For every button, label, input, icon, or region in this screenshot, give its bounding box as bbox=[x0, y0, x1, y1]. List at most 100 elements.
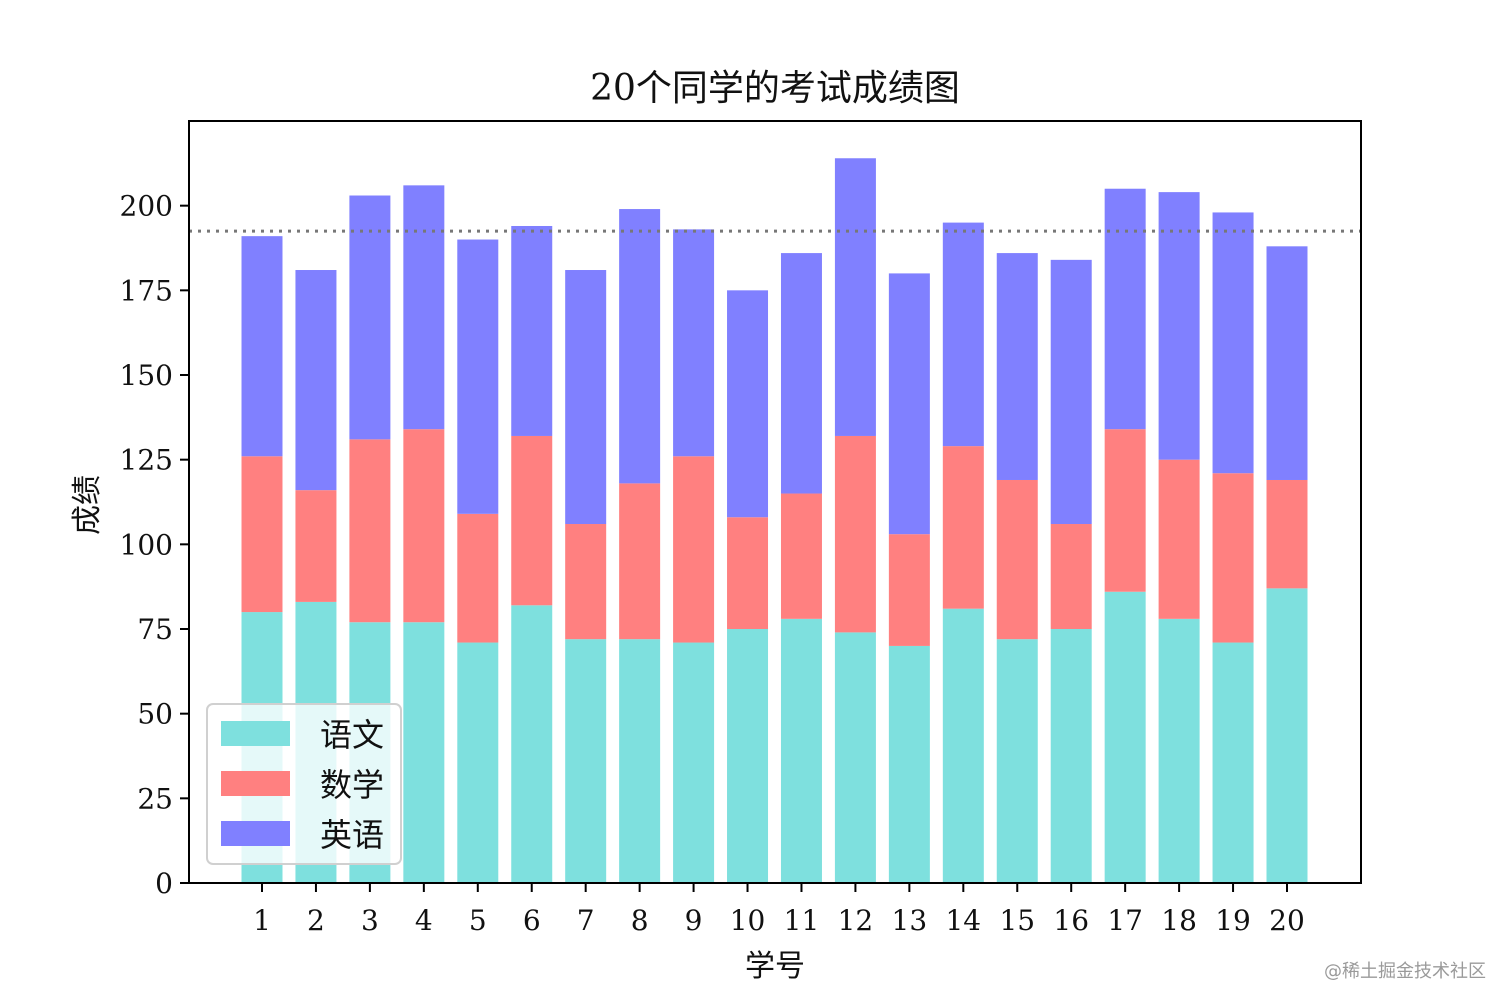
y-tick-label: 0 bbox=[155, 867, 173, 900]
bar-数学-6 bbox=[511, 435, 553, 606]
y-tick-label: 75 bbox=[137, 613, 173, 646]
y-tick-label: 200 bbox=[120, 190, 173, 223]
x-tick-label: 1 bbox=[253, 904, 271, 937]
bar-数学-13 bbox=[888, 534, 930, 646]
legend-label-语文: 语文 bbox=[320, 716, 384, 754]
y-axis: 0 25 50 75 100 125 150 175 200 bbox=[120, 190, 189, 900]
y-tick-label: 25 bbox=[137, 782, 173, 815]
x-tick-label: 18 bbox=[1161, 904, 1197, 937]
bar-英语-12 bbox=[834, 158, 876, 436]
bar-语文-15 bbox=[996, 639, 1038, 883]
bar-语文-16 bbox=[1050, 629, 1092, 883]
y-tick-label: 150 bbox=[120, 359, 173, 392]
x-tick-label: 8 bbox=[631, 904, 649, 937]
x-tick-label: 13 bbox=[892, 904, 928, 937]
bar-英语-3 bbox=[349, 195, 391, 440]
bar-语文-7 bbox=[565, 639, 607, 883]
plot-frame bbox=[188, 120, 1362, 884]
y-tick-label: 175 bbox=[120, 274, 173, 307]
bar-数学-19 bbox=[1212, 473, 1254, 643]
x-axis-label: 学号 bbox=[745, 949, 805, 984]
bar-英语-20 bbox=[1266, 246, 1308, 480]
y-tick-label: 125 bbox=[120, 444, 173, 477]
bars-layer bbox=[241, 158, 1308, 883]
legend-label-英语: 英语 bbox=[320, 816, 384, 854]
y-tick-label: 50 bbox=[137, 698, 173, 731]
bar-语文-10 bbox=[727, 629, 769, 883]
x-tick-label: 10 bbox=[730, 904, 766, 937]
bar-英语-13 bbox=[888, 273, 930, 535]
watermark-text: @稀土掘金技术社区 bbox=[1324, 961, 1486, 982]
bar-英语-6 bbox=[511, 225, 553, 436]
bar-数学-4 bbox=[403, 429, 445, 623]
bar-语文-9 bbox=[673, 642, 715, 883]
bar-数学-16 bbox=[1050, 524, 1092, 629]
bar-语文-12 bbox=[834, 632, 876, 883]
bar-语文-18 bbox=[1158, 618, 1200, 883]
x-tick-label: 20 bbox=[1269, 904, 1305, 937]
y-tick-label: 100 bbox=[120, 528, 173, 561]
bar-英语-17 bbox=[1104, 188, 1146, 430]
bar-英语-18 bbox=[1158, 192, 1200, 460]
x-tick-label: 16 bbox=[1053, 904, 1089, 937]
legend-swatch-语文 bbox=[221, 721, 290, 746]
x-tick-label: 11 bbox=[784, 904, 820, 937]
x-tick-label: 5 bbox=[469, 904, 487, 937]
x-tick-label: 4 bbox=[415, 904, 433, 937]
x-tick-label: 12 bbox=[838, 904, 874, 937]
bar-数学-1 bbox=[241, 456, 283, 613]
y-axis-label: 成绩 bbox=[70, 475, 105, 535]
legend-swatch-数学 bbox=[221, 771, 290, 796]
bar-语文-14 bbox=[942, 608, 984, 883]
bar-数学-15 bbox=[996, 479, 1038, 640]
bar-数学-9 bbox=[673, 456, 715, 643]
bar-英语-2 bbox=[295, 270, 337, 491]
chart-title: 20个同学的考试成绩图 bbox=[590, 68, 960, 109]
bar-数学-7 bbox=[565, 524, 607, 640]
x-tick-label: 14 bbox=[945, 904, 981, 937]
bar-语文-19 bbox=[1212, 642, 1254, 883]
bar-语文-4 bbox=[403, 622, 445, 883]
bar-语文-5 bbox=[457, 642, 499, 883]
bar-数学-8 bbox=[619, 483, 661, 640]
x-tick-label: 17 bbox=[1107, 904, 1143, 937]
bar-数学-17 bbox=[1104, 429, 1146, 592]
bar-数学-5 bbox=[457, 513, 499, 643]
bar-英语-4 bbox=[403, 185, 445, 430]
x-tick-label: 15 bbox=[999, 904, 1035, 937]
x-tick-label: 9 bbox=[685, 904, 703, 937]
bar-数学-20 bbox=[1266, 479, 1308, 589]
bar-英语-19 bbox=[1212, 212, 1254, 474]
bar-英语-10 bbox=[727, 290, 769, 518]
bar-语文-17 bbox=[1104, 591, 1146, 883]
bar-英语-8 bbox=[619, 209, 661, 484]
bar-语文-6 bbox=[511, 605, 553, 883]
bar-英语-15 bbox=[996, 253, 1038, 480]
bar-语文-13 bbox=[888, 645, 930, 883]
bar-英语-14 bbox=[942, 222, 984, 447]
x-tick-label: 19 bbox=[1215, 904, 1251, 937]
x-tick-label: 2 bbox=[307, 904, 325, 937]
bar-英语-1 bbox=[241, 236, 283, 457]
bar-英语-16 bbox=[1050, 259, 1092, 525]
x-axis: 1 2 3 4 5 6 7 8 9 10 11 12 13 14 15 16 17 18 19 20 bbox=[253, 883, 1305, 937]
bar-数学-10 bbox=[727, 517, 769, 629]
bar-语文-11 bbox=[780, 618, 822, 883]
bar-数学-12 bbox=[834, 435, 876, 633]
bar-英语-11 bbox=[780, 253, 822, 494]
bar-英语-5 bbox=[457, 239, 499, 514]
bar-数学-18 bbox=[1158, 459, 1200, 619]
bar-语文-20 bbox=[1266, 588, 1308, 883]
bar-数学-2 bbox=[295, 490, 337, 602]
bar-英语-9 bbox=[673, 229, 715, 457]
bar-数学-11 bbox=[780, 493, 822, 619]
x-tick-label: 6 bbox=[523, 904, 541, 937]
legend-label-数学: 数学 bbox=[320, 766, 384, 804]
bar-语文-8 bbox=[619, 639, 661, 883]
legend-swatch-英语 bbox=[221, 821, 290, 846]
bar-数学-14 bbox=[942, 446, 984, 609]
x-tick-label: 7 bbox=[577, 904, 595, 937]
bar-数学-3 bbox=[349, 439, 391, 623]
